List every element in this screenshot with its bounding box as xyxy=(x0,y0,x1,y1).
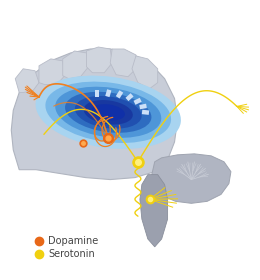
Bar xyxy=(142,110,149,115)
Polygon shape xyxy=(39,59,65,85)
Polygon shape xyxy=(15,69,39,92)
Polygon shape xyxy=(63,51,88,79)
Bar xyxy=(139,104,147,109)
Ellipse shape xyxy=(65,92,151,133)
Bar xyxy=(105,89,112,97)
Ellipse shape xyxy=(55,87,161,138)
Polygon shape xyxy=(140,175,168,247)
Polygon shape xyxy=(152,154,231,203)
Bar xyxy=(95,90,99,97)
Polygon shape xyxy=(11,49,178,179)
Polygon shape xyxy=(132,56,158,88)
Ellipse shape xyxy=(36,76,181,149)
Polygon shape xyxy=(110,49,136,77)
Bar xyxy=(126,93,134,101)
Bar xyxy=(116,90,123,99)
Ellipse shape xyxy=(92,104,125,120)
Bar xyxy=(133,98,142,105)
Polygon shape xyxy=(87,47,112,73)
Text: Serotonin: Serotonin xyxy=(48,249,95,259)
Ellipse shape xyxy=(75,96,142,129)
Ellipse shape xyxy=(46,81,171,143)
Ellipse shape xyxy=(84,100,133,125)
Text: Dopamine: Dopamine xyxy=(48,236,98,246)
